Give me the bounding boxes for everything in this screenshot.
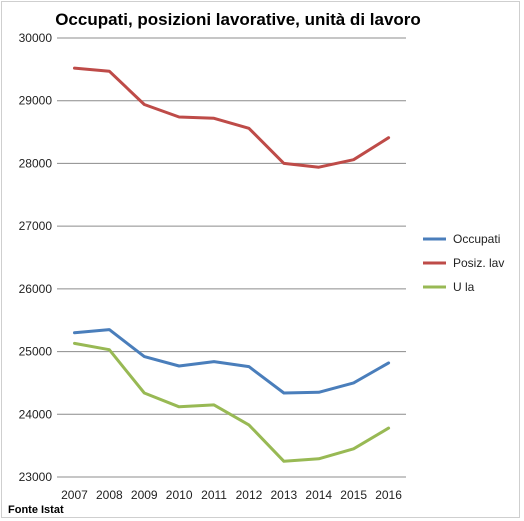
y-tick-label: 26000 [19,282,53,296]
legend-label: Posiz. lav [453,256,504,270]
y-tick-label: 28000 [19,156,53,170]
y-tick-label: 29000 [19,94,53,108]
y-tick-label: 24000 [19,407,53,421]
x-tick-label: 2008 [96,488,123,502]
legend-label: U la [453,280,475,294]
y-axis-tick-labels: 23000 24000 25000 26000 27000 28000 29000 30000 [19,31,53,484]
y-tick-label: 30000 [19,31,53,45]
legend: Occupati Posiz. lav U la [423,232,504,294]
x-tick-label: 2007 [61,488,88,502]
series-line-u-la [73,341,391,463]
gridlines [57,37,406,478]
legend-label: Occupati [453,232,500,246]
x-tick-label: 2012 [236,488,263,502]
y-tick-label: 27000 [19,219,53,233]
series-lines [73,66,391,463]
x-tick-label: 2010 [166,488,193,502]
x-tick-label: 2011 [201,488,227,502]
y-tick-label: 23000 [19,470,53,484]
x-axis-tick-labels: 2007 2008 2009 2010 2011 2012 2013 2014 2015 2016 [61,488,402,502]
y-tick-label: 25000 [19,345,53,359]
x-tick-label: 2016 [375,488,402,502]
series-line-occupati [73,328,391,395]
x-tick-label: 2009 [131,488,158,502]
x-tick-label: 2015 [340,488,367,502]
x-tick-label: 2014 [305,488,332,502]
x-tick-label: 2013 [270,488,297,502]
chart-title: Occupati, posizioni lavorative, unità di… [55,10,421,29]
source-note: Fonte Istat [8,504,64,516]
series-line-posiz-lav [73,66,391,169]
